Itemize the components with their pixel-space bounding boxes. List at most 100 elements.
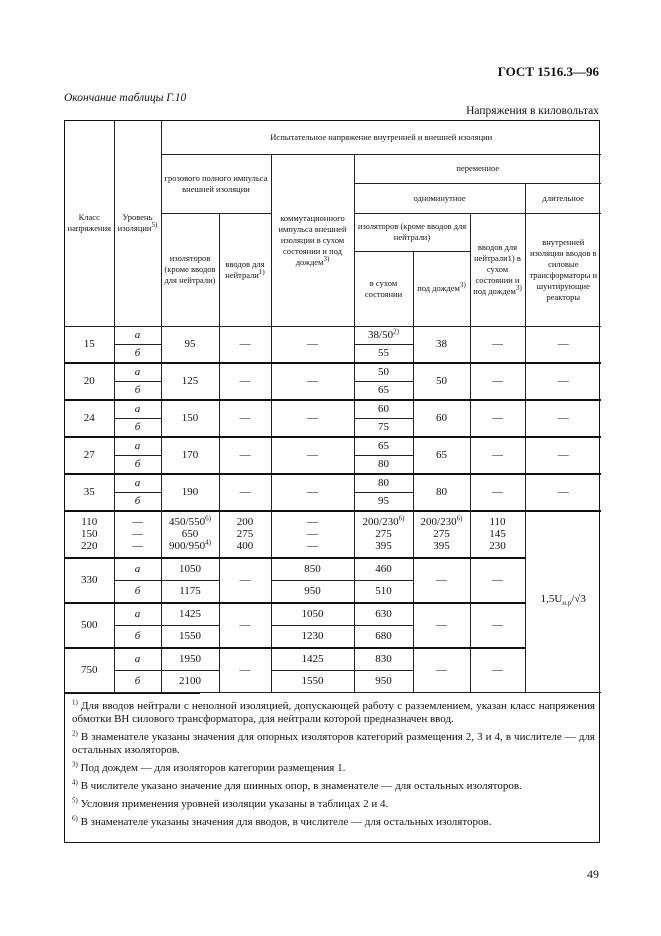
header-one-minute: одноминутное xyxy=(354,182,526,214)
table-cell: 1175 xyxy=(160,579,220,603)
header-long: длительное xyxy=(524,182,601,214)
table-row: 110 150 220— — —450/5506) 650 900/9504) 200 275 4… xyxy=(65,509,601,693)
stacked-cell: 110 145 230 xyxy=(469,509,526,558)
table-cell: 1050 xyxy=(160,556,220,581)
table-row: б 1550 1230 680 xyxy=(65,624,601,648)
table-row: 500 а 1425—1050 630— — xyxy=(65,601,601,648)
table-row: 35 а 190— —80 80— — xyxy=(65,472,601,511)
table-cell: — xyxy=(218,472,272,511)
table-row: 27 а 170— —65 65— — xyxy=(65,435,601,474)
level-cell: а xyxy=(113,326,162,345)
table-cell: 50 xyxy=(353,361,414,382)
level-cell: а xyxy=(113,398,162,419)
table-row: 24 а 150— —60 60— — xyxy=(65,398,601,437)
table-row: б 2100 1550 950 xyxy=(65,669,601,693)
voltage-class-cell: 27 xyxy=(65,435,115,474)
table-row: б 95 xyxy=(65,491,601,511)
level-cell: б xyxy=(114,579,162,603)
table-cell: 950 xyxy=(270,579,355,603)
table-cell: 80 xyxy=(353,472,414,493)
table-cell: 50 xyxy=(412,361,471,400)
table-row: б 55 xyxy=(65,343,601,363)
table-cell: — xyxy=(469,472,526,511)
table-cell: 190 xyxy=(160,472,220,511)
table-row: 330 а 1050—850 460— — xyxy=(65,556,601,603)
table-cell: — xyxy=(218,646,272,693)
voltage-class-cell: 35 xyxy=(65,472,115,511)
table-frame: Класс напря­жения Уровень изоля­ции5) Ис… xyxy=(64,120,601,843)
level-cell: а xyxy=(113,601,162,626)
stacked-cell: 200/2306) 275 395 xyxy=(412,509,471,558)
table-cell: — xyxy=(524,398,601,437)
table-cell: 150 xyxy=(160,398,220,437)
voltage-class-cell: 500 xyxy=(65,601,115,648)
table-cell: 65 xyxy=(412,435,471,474)
table-cell: — xyxy=(270,361,355,400)
table-cell: — xyxy=(270,472,355,511)
table-cell: — xyxy=(218,601,272,648)
voltage-class-cell: 330 xyxy=(65,556,115,603)
footnote-rule xyxy=(65,692,200,694)
table-cell: 80 xyxy=(412,472,471,511)
table-cell: — xyxy=(469,646,525,693)
table-cell: 38/502) xyxy=(353,326,414,345)
level-cell: б xyxy=(114,343,162,363)
table-cell: 460 xyxy=(353,556,414,581)
stacked-cell: 450/5506) 650 900/9504) xyxy=(160,509,220,558)
table-cell: — xyxy=(469,398,526,437)
level-cell: б xyxy=(114,417,162,437)
header-lightning-neutral: вводов для нейтрали1) xyxy=(218,212,272,327)
level-cell: а xyxy=(113,361,162,382)
footnote: 5) Условия применения уровней изоляции у… xyxy=(72,795,389,810)
header-level: Уровень изоля­ции5) xyxy=(113,121,162,327)
stacked-cell: — — — xyxy=(113,509,162,558)
internal-formula-cell: 1,5Uн.р/√3 xyxy=(524,509,601,693)
header-ac: переменное xyxy=(353,153,601,184)
table-cell: — xyxy=(524,361,601,400)
header-class: Класс напря­жения xyxy=(65,121,115,327)
footnote: 3) Под дождем — для изоляторов категории… xyxy=(72,759,346,774)
test-voltage-table: Класс напря­жения Уровень изоля­ции5) Ис… xyxy=(65,121,601,693)
table-cell: — xyxy=(469,361,526,400)
header-dry: в сухом состоянии xyxy=(354,250,414,327)
table-cell: 80 xyxy=(353,454,413,474)
units-note: Напряжения в киловольтах xyxy=(466,105,599,117)
table-cell: 60 xyxy=(412,398,471,437)
level-cell: б xyxy=(114,624,162,648)
voltage-class-cell: 24 xyxy=(65,398,115,437)
table-cell: 830 xyxy=(353,646,414,671)
header-rain: под дождем3) xyxy=(412,250,470,327)
level-cell: б xyxy=(114,491,162,511)
level-cell: а xyxy=(113,435,162,456)
stacked-cell: 200/2306) 275 395 xyxy=(353,509,414,558)
table-cell: 38 xyxy=(412,326,471,363)
table-cell: 1425 xyxy=(160,601,220,626)
table-row: б 1175 950 510 xyxy=(65,579,601,603)
voltage-class-cell: 750 xyxy=(65,646,115,693)
level-cell: а xyxy=(113,556,162,581)
table-cell: — xyxy=(270,398,355,437)
table-cell: — xyxy=(218,361,272,400)
header-test-voltage: Испытательное напряжение внутренней и вн… xyxy=(160,121,601,155)
table-cell: — xyxy=(412,556,471,603)
table-row: 20 а 125— —50 50— — xyxy=(65,361,601,400)
header-insulators: изоляторов (кроме вводов для нейтрали) xyxy=(353,212,471,252)
table-continuation-caption: Окончание таблицы Г.10 xyxy=(64,92,187,104)
level-cell: б xyxy=(114,380,162,400)
table-cell: — xyxy=(412,646,471,693)
table-cell: 65 xyxy=(353,435,414,456)
table-cell: 95 xyxy=(353,491,413,511)
table-row: 15 а 95— —38/502) 38— — xyxy=(65,326,601,363)
table-cell: — xyxy=(469,326,526,363)
footnote: 4) В числителе указано значение для шинн… xyxy=(72,777,522,792)
table-cell: 2100 xyxy=(160,669,220,693)
table-row: 750 а 1950—1425 830— — xyxy=(65,646,601,693)
table-cell: — xyxy=(218,556,272,603)
table-cell: 60 xyxy=(353,398,414,419)
table-cell: — xyxy=(218,435,272,474)
table-cell: 630 xyxy=(353,601,414,626)
table-cell: — xyxy=(469,556,525,603)
stacked-cell: 110 150 220 xyxy=(65,509,115,558)
table-cell: — xyxy=(218,326,272,363)
